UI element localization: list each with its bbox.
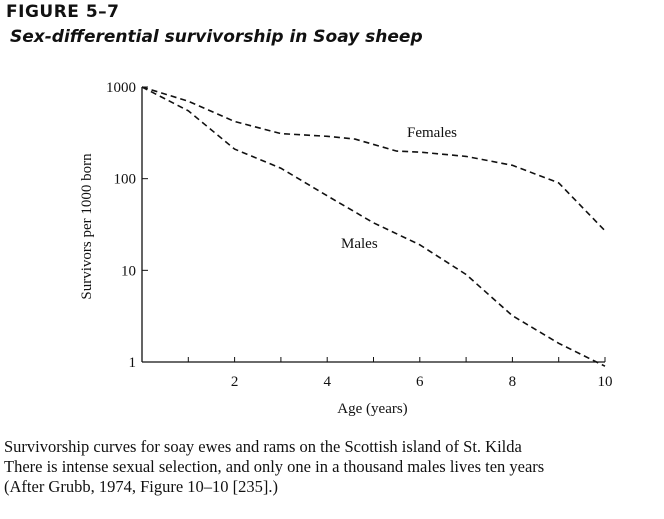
x-tick-label: 2 bbox=[231, 374, 239, 390]
y-tick-label: 10 bbox=[121, 263, 136, 279]
caption-line: Survivorship curves for soay ewes and ra… bbox=[4, 437, 522, 456]
x-axis-label: Age (years) bbox=[337, 401, 407, 417]
chart-axes bbox=[141, 87, 605, 363]
survivorship-chart: 2 4 6 8 10 1 10 100 1000 Age (years) Survivors p… bbox=[79, 80, 613, 417]
figure-title: Sex-differential survivorship in Soay sh… bbox=[10, 27, 423, 47]
y-tick-label: 100 bbox=[114, 172, 137, 188]
x-tick-label: 8 bbox=[509, 374, 517, 390]
series-line-females bbox=[141, 86, 606, 232]
figure-caption: Survivorship curves for soay ewes and ra… bbox=[4, 437, 660, 497]
y-tick-label: 1000 bbox=[106, 80, 136, 96]
series-label-females: Females bbox=[407, 125, 457, 141]
series-label-males: Males bbox=[341, 236, 378, 252]
x-tick-label: 10 bbox=[598, 374, 613, 390]
y-tick-label: 1 bbox=[129, 355, 137, 371]
chart-series bbox=[141, 86, 606, 367]
caption-line: (After Grubb, 1974, Figure 10–10 [235].) bbox=[4, 477, 279, 496]
x-tick-label: 4 bbox=[323, 374, 331, 390]
series-line-males bbox=[141, 86, 606, 367]
caption-line: There is intense sexual selection, and o… bbox=[4, 457, 545, 476]
x-tick-label: 6 bbox=[416, 374, 424, 390]
figure-label: FIGURE 5–7 bbox=[6, 2, 120, 22]
y-axis-label: Survivors per 1000 born bbox=[79, 153, 95, 300]
chart-ticks: 2 4 6 8 10 1 10 100 1000 bbox=[106, 80, 613, 390]
